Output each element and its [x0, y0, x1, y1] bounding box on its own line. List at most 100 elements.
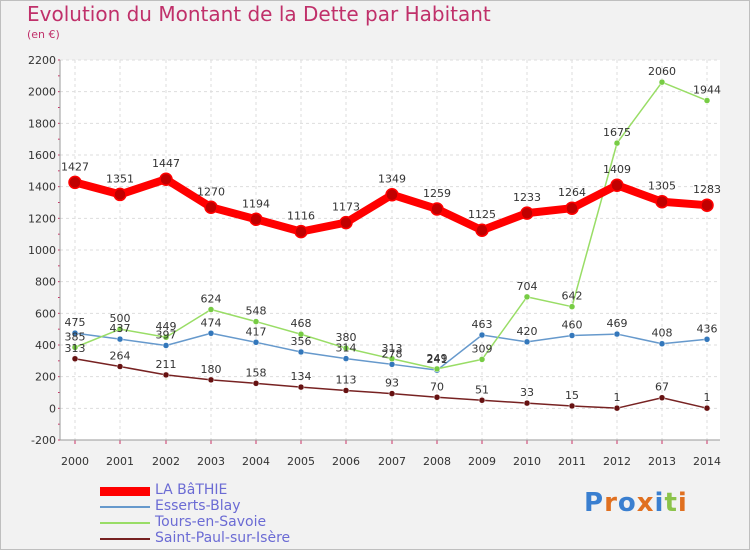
- data-label: 241: [427, 353, 448, 366]
- series-markers: [68, 78, 714, 412]
- x-tick-label: 2002: [152, 455, 180, 468]
- data-label: 474: [201, 316, 222, 329]
- data-point: [71, 329, 79, 337]
- data-label: 264: [110, 350, 131, 363]
- data-label: 1305: [648, 180, 676, 193]
- data-label: 1264: [558, 186, 586, 199]
- data-label: 624: [201, 293, 222, 306]
- data-label: 1944: [693, 84, 721, 97]
- x-tick-label: 2008: [423, 455, 451, 468]
- legend-label: LA BâTHIE: [155, 482, 228, 498]
- x-tick-label: 2011: [558, 455, 586, 468]
- data-point: [71, 344, 79, 351]
- data-point: [294, 224, 308, 239]
- data-point: [116, 363, 124, 370]
- logo-letter: x: [636, 488, 655, 518]
- y-tick-label: 400: [35, 339, 56, 352]
- logo-letter: r: [604, 488, 618, 518]
- data-label: 313: [382, 342, 403, 355]
- data-label: 380: [336, 331, 357, 344]
- data-label: 475: [65, 316, 86, 329]
- x-tick-label: 2012: [603, 455, 631, 468]
- data-point: [342, 387, 350, 394]
- data-point: [388, 390, 396, 397]
- data-point: [658, 394, 666, 401]
- x-tick-label: 2000: [61, 455, 89, 468]
- data-label: 313: [65, 342, 86, 355]
- data-point: [207, 376, 215, 384]
- legend-swatch: [100, 538, 150, 540]
- data-label: 15: [565, 389, 579, 402]
- data-point: [297, 330, 305, 338]
- data-point: [433, 365, 441, 373]
- data-point: [568, 303, 576, 310]
- logo-letter: i: [677, 488, 688, 518]
- data-point: [204, 200, 218, 214]
- data-point: [565, 201, 579, 215]
- legend-swatch: [100, 506, 150, 508]
- data-point: [342, 355, 350, 362]
- data-label: 314: [336, 342, 357, 355]
- data-point: [113, 187, 127, 202]
- data-label: 180: [201, 363, 222, 376]
- proxiti-logo: Proxiti: [584, 488, 688, 518]
- data-label: 93: [385, 377, 399, 390]
- data-point: [478, 397, 486, 404]
- data-label: 437: [110, 322, 131, 335]
- x-tick-label: 2003: [197, 455, 225, 468]
- data-label: 1270: [197, 185, 225, 198]
- data-labels: 1427 1351 1447 1270 1194 1116 1173 1349 1259 1125…: [61, 65, 721, 404]
- data-point: [568, 402, 576, 410]
- data-point: [475, 223, 489, 237]
- data-point: [655, 194, 669, 209]
- data-point: [207, 306, 215, 313]
- data-label: 249: [427, 352, 448, 365]
- x-tick-label: 2007: [378, 455, 406, 468]
- data-point: [388, 355, 396, 363]
- data-point: [297, 348, 305, 356]
- data-point: [252, 339, 260, 346]
- chart-subtitle: (en €): [27, 28, 60, 41]
- data-point: [162, 342, 170, 349]
- data-label: 1259: [423, 187, 451, 200]
- data-point: [297, 383, 305, 391]
- y-tick-label: 200: [35, 371, 56, 384]
- y-tick-label: 600: [35, 307, 56, 320]
- data-label: 2060: [648, 65, 676, 78]
- data-point: [342, 344, 350, 352]
- data-point: [71, 355, 79, 363]
- data-point: [207, 330, 215, 337]
- x-tick-label: 2013: [648, 455, 676, 468]
- data-point: [249, 212, 263, 227]
- logo-letter: o: [617, 488, 637, 518]
- y-tick-label: 1600: [28, 149, 56, 162]
- data-label: 420: [517, 325, 538, 338]
- data-label: 704: [517, 280, 538, 293]
- data-point: [523, 399, 531, 407]
- data-label: 134: [291, 370, 312, 383]
- data-point: [658, 78, 666, 86]
- data-point: [523, 293, 531, 301]
- data-label: 67: [655, 381, 669, 394]
- x-tick-label: 2014: [693, 455, 721, 468]
- line-chart: -200 0 200 400 600 800 1000 1200 1400 1600 1800 200…: [28, 54, 721, 468]
- y-tick-label: 1800: [28, 117, 56, 130]
- legend-swatch: [100, 522, 150, 524]
- data-point: [68, 175, 82, 190]
- data-label: 397: [156, 328, 177, 341]
- data-label: 356: [291, 335, 312, 348]
- data-point: [613, 139, 621, 147]
- x-tick-label: 2004: [242, 455, 270, 468]
- y-tick-label: 1200: [28, 212, 56, 225]
- data-point: [478, 356, 486, 363]
- y-tick-label: 2000: [28, 86, 56, 99]
- data-label: 1351: [106, 172, 134, 185]
- data-label: 449: [156, 320, 177, 333]
- data-point: [385, 187, 399, 202]
- data-label: 408: [652, 327, 673, 340]
- logo-letter: t: [664, 488, 678, 518]
- data-label: 460: [562, 319, 583, 332]
- data-label: 1233: [513, 191, 541, 204]
- data-label: 1125: [468, 208, 496, 221]
- chart-title: Evolution du Montant de la Dette par Hab…: [27, 2, 491, 26]
